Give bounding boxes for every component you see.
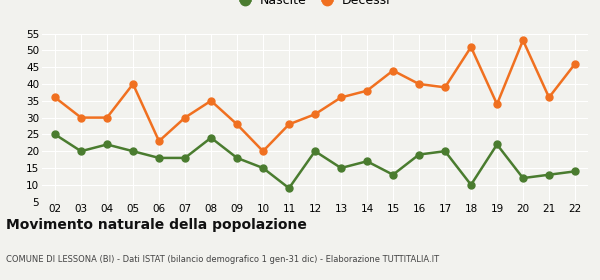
Decessi <box>77 116 85 119</box>
Nascite <box>311 150 319 153</box>
Nascite <box>130 150 137 153</box>
Decessi <box>103 116 110 119</box>
Nascite <box>208 136 215 139</box>
Decessi <box>520 39 527 42</box>
Decessi <box>52 96 59 99</box>
Nascite <box>337 166 344 170</box>
Nascite <box>571 170 578 173</box>
Nascite <box>103 143 110 146</box>
Decessi <box>571 62 578 66</box>
Decessi <box>181 116 188 119</box>
Decessi <box>311 113 319 116</box>
Nascite <box>181 156 188 160</box>
Nascite <box>52 133 59 136</box>
Nascite <box>467 183 475 186</box>
Nascite <box>286 186 293 190</box>
Text: COMUNE DI LESSONA (BI) - Dati ISTAT (bilancio demografico 1 gen-31 dic) - Elabor: COMUNE DI LESSONA (BI) - Dati ISTAT (bil… <box>6 255 439 264</box>
Decessi <box>545 96 553 99</box>
Decessi <box>467 45 475 49</box>
Decessi <box>233 123 241 126</box>
Legend: Nascite, Decessi: Nascite, Decessi <box>235 0 395 12</box>
Nascite <box>415 153 422 156</box>
Decessi <box>208 99 215 102</box>
Text: Movimento naturale della popolazione: Movimento naturale della popolazione <box>6 218 307 232</box>
Nascite <box>442 150 449 153</box>
Line: Nascite: Nascite <box>52 131 578 192</box>
Decessi <box>286 123 293 126</box>
Decessi <box>493 102 500 106</box>
Decessi <box>337 96 344 99</box>
Nascite <box>493 143 500 146</box>
Nascite <box>77 150 85 153</box>
Decessi <box>389 69 397 72</box>
Decessi <box>364 89 371 92</box>
Decessi <box>130 82 137 86</box>
Line: Decessi: Decessi <box>52 37 578 155</box>
Decessi <box>259 150 266 153</box>
Decessi <box>155 139 163 143</box>
Nascite <box>259 166 266 170</box>
Nascite <box>389 173 397 176</box>
Nascite <box>520 176 527 180</box>
Decessi <box>415 82 422 86</box>
Nascite <box>545 173 553 176</box>
Nascite <box>155 156 163 160</box>
Decessi <box>442 86 449 89</box>
Nascite <box>364 160 371 163</box>
Nascite <box>233 156 241 160</box>
